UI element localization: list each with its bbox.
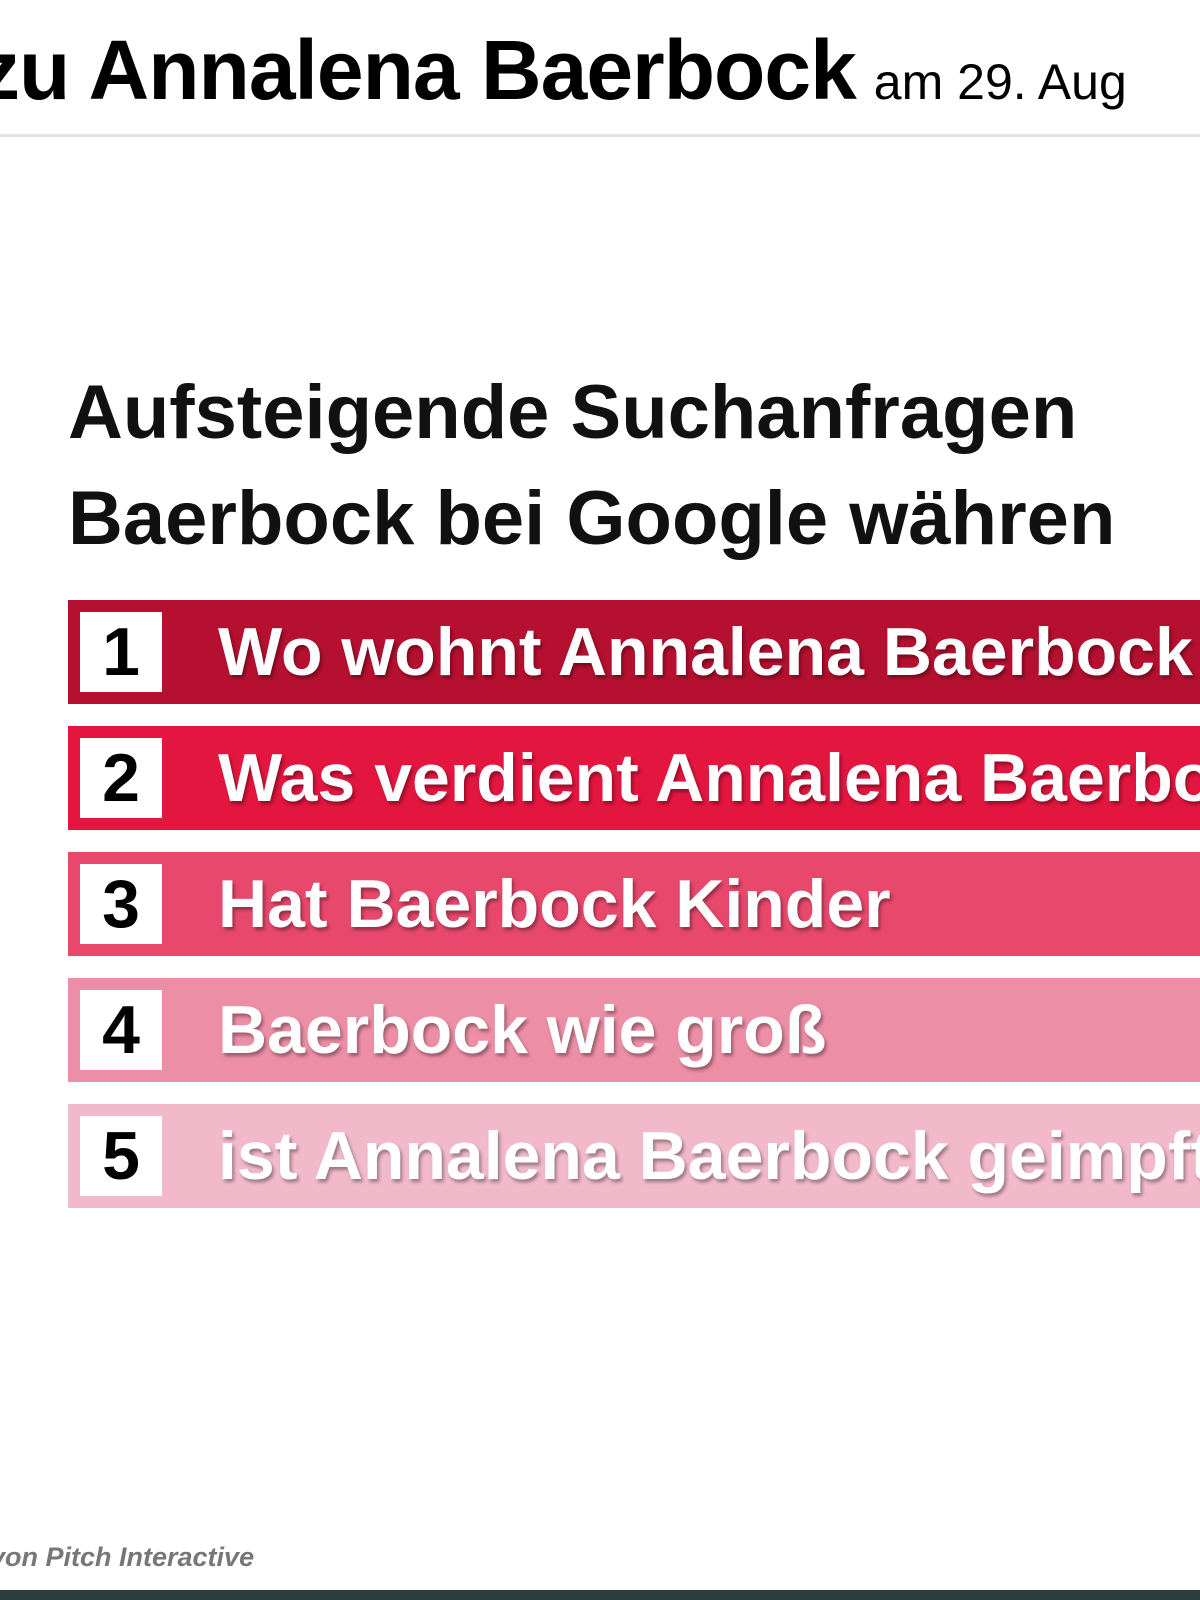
rank-number: 5 xyxy=(80,1116,162,1196)
ranking-row-3: 3 Hat Baerbock Kinder xyxy=(68,852,1200,956)
credit-line: von Pitch Interactive xyxy=(0,1542,255,1572)
ranking-row-4: 4 Baerbock wie groß xyxy=(68,978,1200,1082)
chart-heading: Aufsteigende Suchanfragen Baerbock bei G… xyxy=(68,360,1200,572)
header: zu Annalena Baerbock am 29. Aug xyxy=(0,0,1200,137)
heading-line-2: Baerbock bei Google währen xyxy=(68,476,1116,561)
rank-query: Was verdient Annalena Baerbo xyxy=(218,740,1200,816)
heading-line-1: Aufsteigende Suchanfragen xyxy=(68,370,1078,455)
ranking-row-2: 2 Was verdient Annalena Baerbo xyxy=(68,726,1200,830)
header-title: zu Annalena Baerbock xyxy=(0,23,857,117)
rank-query: ist Annalena Baerbock geimpft xyxy=(218,1118,1200,1194)
rank-query: Hat Baerbock Kinder xyxy=(218,866,891,942)
header-date: am 29. Aug xyxy=(873,54,1127,110)
rank-query: Baerbock wie groß xyxy=(218,992,827,1068)
rank-number: 2 xyxy=(80,738,162,818)
header-line: zu Annalena Baerbock am 29. Aug xyxy=(0,22,1127,119)
rank-query: Wo wohnt Annalena Baerbock xyxy=(218,614,1193,690)
rank-number: 3 xyxy=(80,864,162,944)
rank-number: 1 xyxy=(80,612,162,692)
bottom-bar xyxy=(0,1590,1200,1600)
ranking-list: 1 Wo wohnt Annalena Baerbock 2 Was verdi… xyxy=(68,600,1200,1230)
rank-number: 4 xyxy=(80,990,162,1070)
ranking-row-5: 5 ist Annalena Baerbock geimpft xyxy=(68,1104,1200,1208)
ranking-row-1: 1 Wo wohnt Annalena Baerbock xyxy=(68,600,1200,704)
